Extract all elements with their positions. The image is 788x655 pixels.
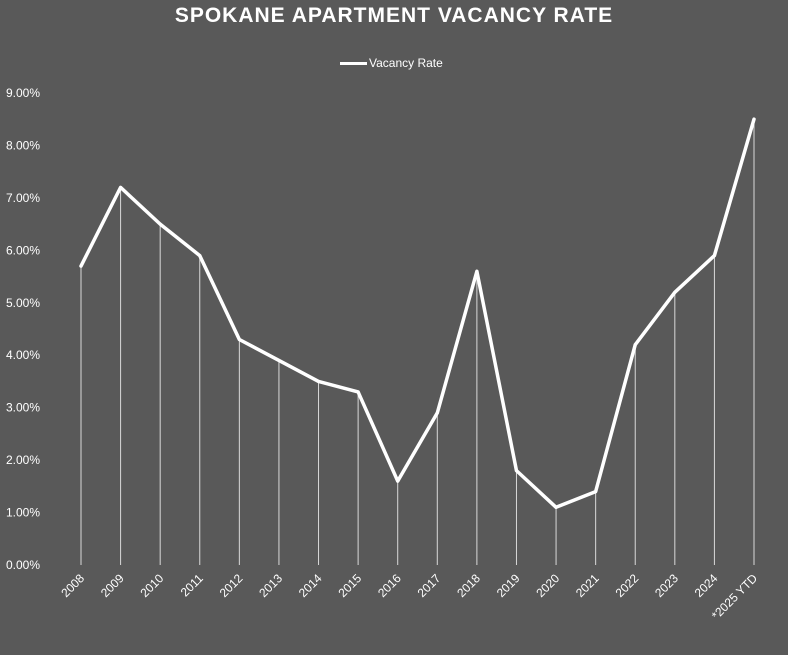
y-tick-label: 5.00% [6,296,40,310]
data-point [356,390,360,394]
x-tick-label: 2014 [296,571,325,600]
x-tick-label: 2020 [533,571,562,600]
data-point [79,264,83,268]
x-tick-label: 2024 [692,571,721,600]
y-tick-label: 6.00% [6,243,40,257]
data-point [673,290,677,294]
data-point [633,343,637,347]
data-point [752,117,756,121]
data-point [237,337,241,341]
x-tick-label: 2019 [494,571,523,600]
data-point [594,490,598,494]
y-tick-label: 1.00% [6,506,40,520]
y-tick-label: 7.00% [6,191,40,205]
y-tick-label: 3.00% [6,401,40,415]
legend-label: Vacancy Rate [369,56,443,70]
data-point [435,411,439,415]
series-line-vacancy-rate [79,117,756,510]
x-tick-label: 2017 [415,571,444,600]
x-tick-label: 2013 [256,571,285,600]
x-tick-label: 2009 [98,571,127,600]
y-tick-label: 2.00% [6,453,40,467]
x-tick-label: 2021 [573,571,602,600]
data-point [158,222,162,226]
data-point [277,358,281,362]
x-tick-label: 2012 [217,571,246,600]
data-point [475,269,479,273]
chart-title: SPOKANE APARTMENT VACANCY RATE [174,4,614,27]
x-tick-label: 2018 [454,571,483,600]
x-tick-label: 2008 [58,571,87,600]
data-point [712,254,716,258]
x-tick-label: 2023 [652,571,681,600]
y-tick-label: 9.00% [6,86,40,100]
y-tick-label: 0.00% [6,558,40,572]
x-tick-label: 2010 [138,571,167,600]
legend-line-swatch [340,61,367,65]
legend: Vacancy Rate [340,55,443,71]
x-tick-label: 2011 [178,571,206,599]
x-tick-label: 2015 [335,571,364,600]
y-tick-label: 4.00% [6,348,40,362]
y-tick-label: 8.00% [6,138,40,152]
data-point [554,505,558,509]
data-point [119,185,123,189]
data-point [198,254,202,258]
data-point [317,379,321,383]
x-tick-label: 2016 [375,571,404,600]
data-point [396,479,400,483]
x-tick-label: 2022 [613,571,642,600]
data-point [514,469,518,473]
